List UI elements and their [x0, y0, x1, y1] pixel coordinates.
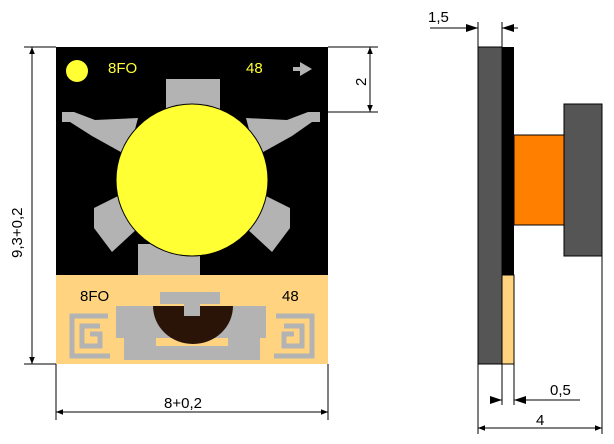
left-spiral-pad	[69, 313, 110, 359]
led-emitter	[115, 103, 269, 257]
dome-stem	[184, 302, 200, 316]
side-lens	[513, 134, 565, 226]
pad-label-right: 48	[282, 288, 299, 305]
side-substrate	[502, 47, 514, 275]
orientation-dot	[66, 60, 88, 82]
right-spiral-pad	[274, 313, 315, 359]
side-pad-dimension: 0,5	[550, 382, 571, 399]
height-dimension: 9,3+0,2	[9, 208, 26, 258]
top-offset-dimension: 2	[353, 78, 370, 86]
side-dimensions	[430, 22, 603, 434]
side-pad	[501, 274, 515, 365]
chip-label-right: 48	[246, 60, 263, 77]
pad-label-left: 8FO	[80, 288, 109, 305]
dome	[153, 306, 233, 344]
width-dimension: 8+0,2	[164, 395, 202, 412]
front-view: 8FO 48 8FO 48	[56, 47, 328, 364]
direction-arrow-icon	[293, 62, 312, 76]
side-view	[477, 46, 603, 365]
front-dimensions	[24, 46, 378, 420]
chip-label-left: 8FO	[108, 60, 137, 77]
side-thickness-dimension: 1,5	[428, 9, 449, 26]
side-depth-dimension: 4	[536, 412, 544, 429]
side-body	[477, 46, 503, 365]
side-cap	[563, 103, 603, 257]
